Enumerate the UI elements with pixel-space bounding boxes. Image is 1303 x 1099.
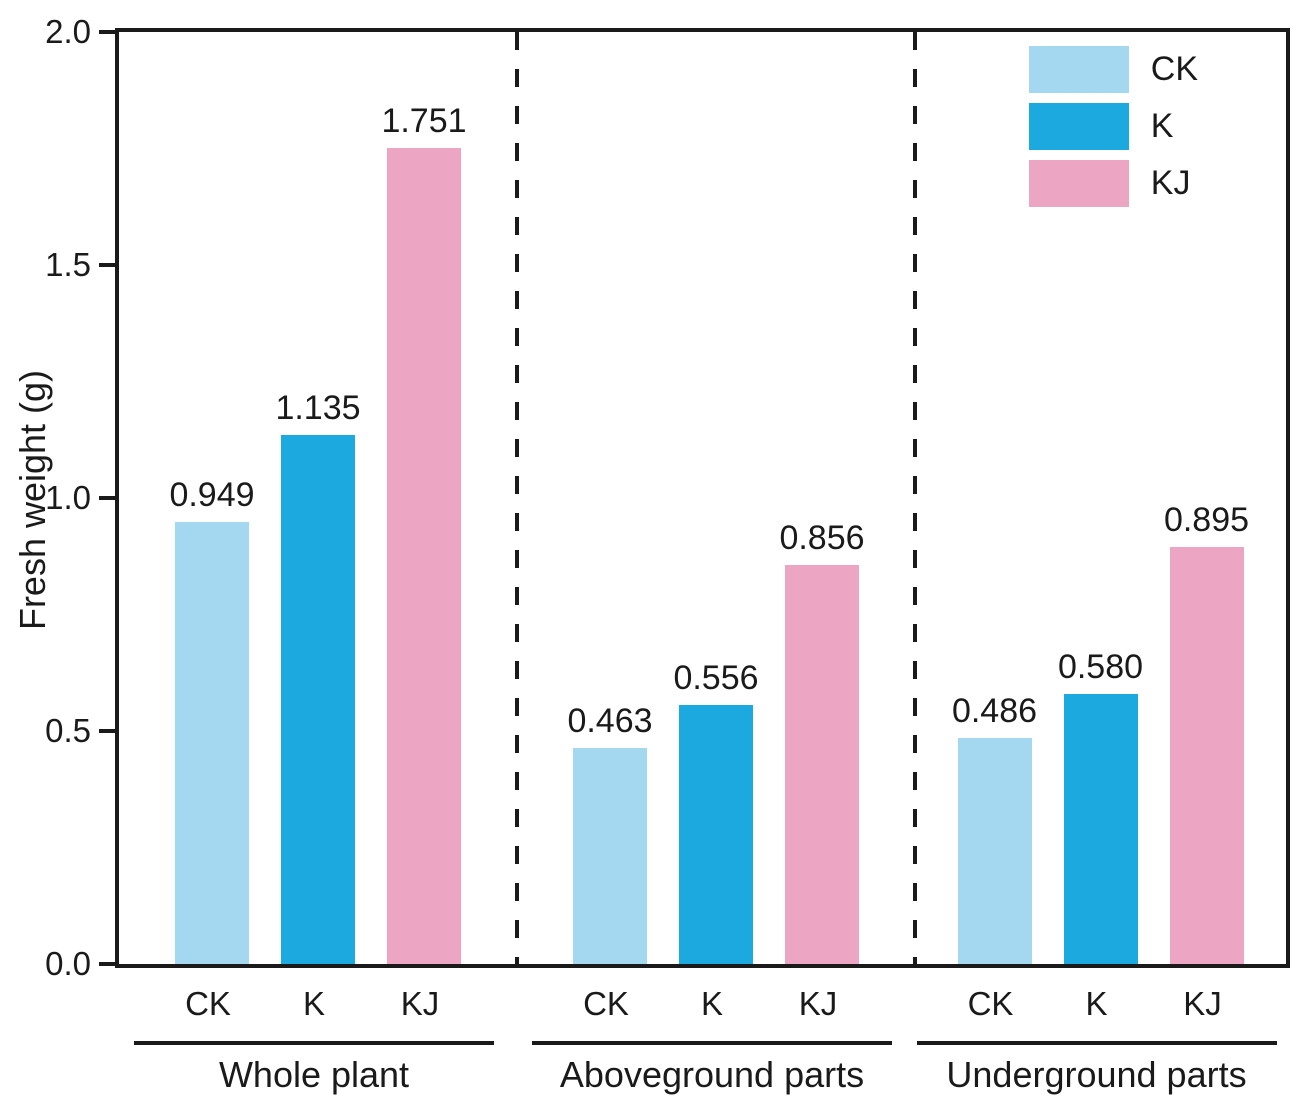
- panel-separator-dashed-line: [913, 32, 917, 964]
- bar-value-label: 0.856: [779, 519, 865, 558]
- legend-entry-k: K: [1028, 103, 1198, 150]
- bar-group: 0.463 0.556 0.856: [517, 32, 915, 964]
- legend-swatch-k: [1028, 103, 1129, 150]
- group-underline: [916, 1041, 1277, 1045]
- x-tick-label: KJ: [1183, 985, 1222, 1022]
- legend: CK K KJ: [1028, 46, 1198, 207]
- bar-slot: 0.949: [169, 32, 255, 964]
- bar-slot: 0.895: [1164, 32, 1249, 964]
- bar-k: [281, 435, 355, 964]
- bar-ck: [175, 521, 249, 964]
- legend-label-ck: CK: [1150, 50, 1198, 88]
- bar-kj: [1169, 546, 1244, 964]
- x-tick-label: CK: [967, 985, 1014, 1022]
- y-tick-mark: [99, 962, 117, 966]
- x-tick-label: K: [700, 985, 723, 1022]
- bar-slot: 1.751: [381, 32, 467, 964]
- panel-separator-dashed-line: [515, 32, 519, 964]
- group-underline: [532, 1041, 892, 1045]
- legend-label-k: K: [1150, 107, 1174, 145]
- legend-entry-ck: CK: [1028, 46, 1198, 93]
- bar-ck: [573, 748, 647, 964]
- x-tick-label: CK: [185, 985, 231, 1022]
- bar-value-label: 0.580: [1057, 647, 1144, 686]
- y-tick-label: 1.0: [45, 479, 91, 516]
- bar-value-label: 0.486: [951, 691, 1038, 730]
- bar-slot: 0.486: [952, 32, 1037, 964]
- x-tick-label: K: [1085, 985, 1108, 1022]
- x-tick-label: K: [302, 985, 325, 1022]
- legend-entry-kj: KJ: [1028, 160, 1198, 207]
- bar-value-label: 0.556: [673, 658, 759, 697]
- x-tick-label: CK: [583, 985, 629, 1022]
- bar-k: [1063, 693, 1138, 964]
- x-tick-label: KJ: [400, 985, 440, 1022]
- bar-slot: 0.856: [779, 32, 865, 964]
- y-tick-mark: [99, 729, 117, 733]
- bar-value-label: 0.895: [1163, 500, 1250, 539]
- x-tick-label: KJ: [798, 985, 838, 1022]
- bar-kj: [785, 565, 859, 964]
- bar-slot: 0.463: [567, 32, 653, 964]
- legend-swatch-ck: [1028, 46, 1129, 93]
- y-tick-mark: [99, 496, 117, 500]
- bar-value-label: 0.463: [567, 702, 653, 741]
- y-tick-label: 0.0: [45, 945, 91, 982]
- y-tick-mark: [99, 263, 117, 267]
- category-label-row: CK K KJ: [115, 982, 513, 1026]
- legend-label-kj: KJ: [1150, 164, 1191, 202]
- bar-slot: 0.580: [1058, 32, 1143, 964]
- y-tick-label: 2.0: [45, 13, 91, 50]
- bar-value-label: 1.135: [275, 389, 361, 428]
- group-label: Whole plant: [218, 1054, 410, 1095]
- group-underline: [134, 1041, 494, 1045]
- bar-slot: 0.556: [673, 32, 759, 964]
- legend-swatch-kj: [1028, 160, 1129, 207]
- bar-kj: [387, 148, 461, 964]
- group-label: Underground parts: [946, 1054, 1247, 1095]
- category-label-row: CK K KJ: [513, 982, 911, 1026]
- bar-group: 0.949 1.135 1.751: [119, 32, 517, 964]
- bar-group: 0.486 0.580 0.895: [915, 32, 1286, 964]
- bar-slot: 1.135: [275, 32, 361, 964]
- bar-value-label: 0.949: [169, 475, 255, 514]
- y-tick-label: 1.5: [45, 246, 91, 283]
- bar-k: [679, 704, 753, 964]
- plot-area: 0.949 1.135 1.751 0.463 0.556 0.856 0.486 0.580…: [115, 28, 1290, 968]
- group-label: Aboveground parts: [559, 1054, 865, 1095]
- y-tick-mark: [99, 30, 117, 34]
- bar-value-label: 1.751: [381, 102, 467, 141]
- category-label-row: CK K KJ: [911, 982, 1282, 1026]
- bar-ck: [957, 737, 1032, 964]
- y-tick-label: 0.5: [45, 712, 91, 749]
